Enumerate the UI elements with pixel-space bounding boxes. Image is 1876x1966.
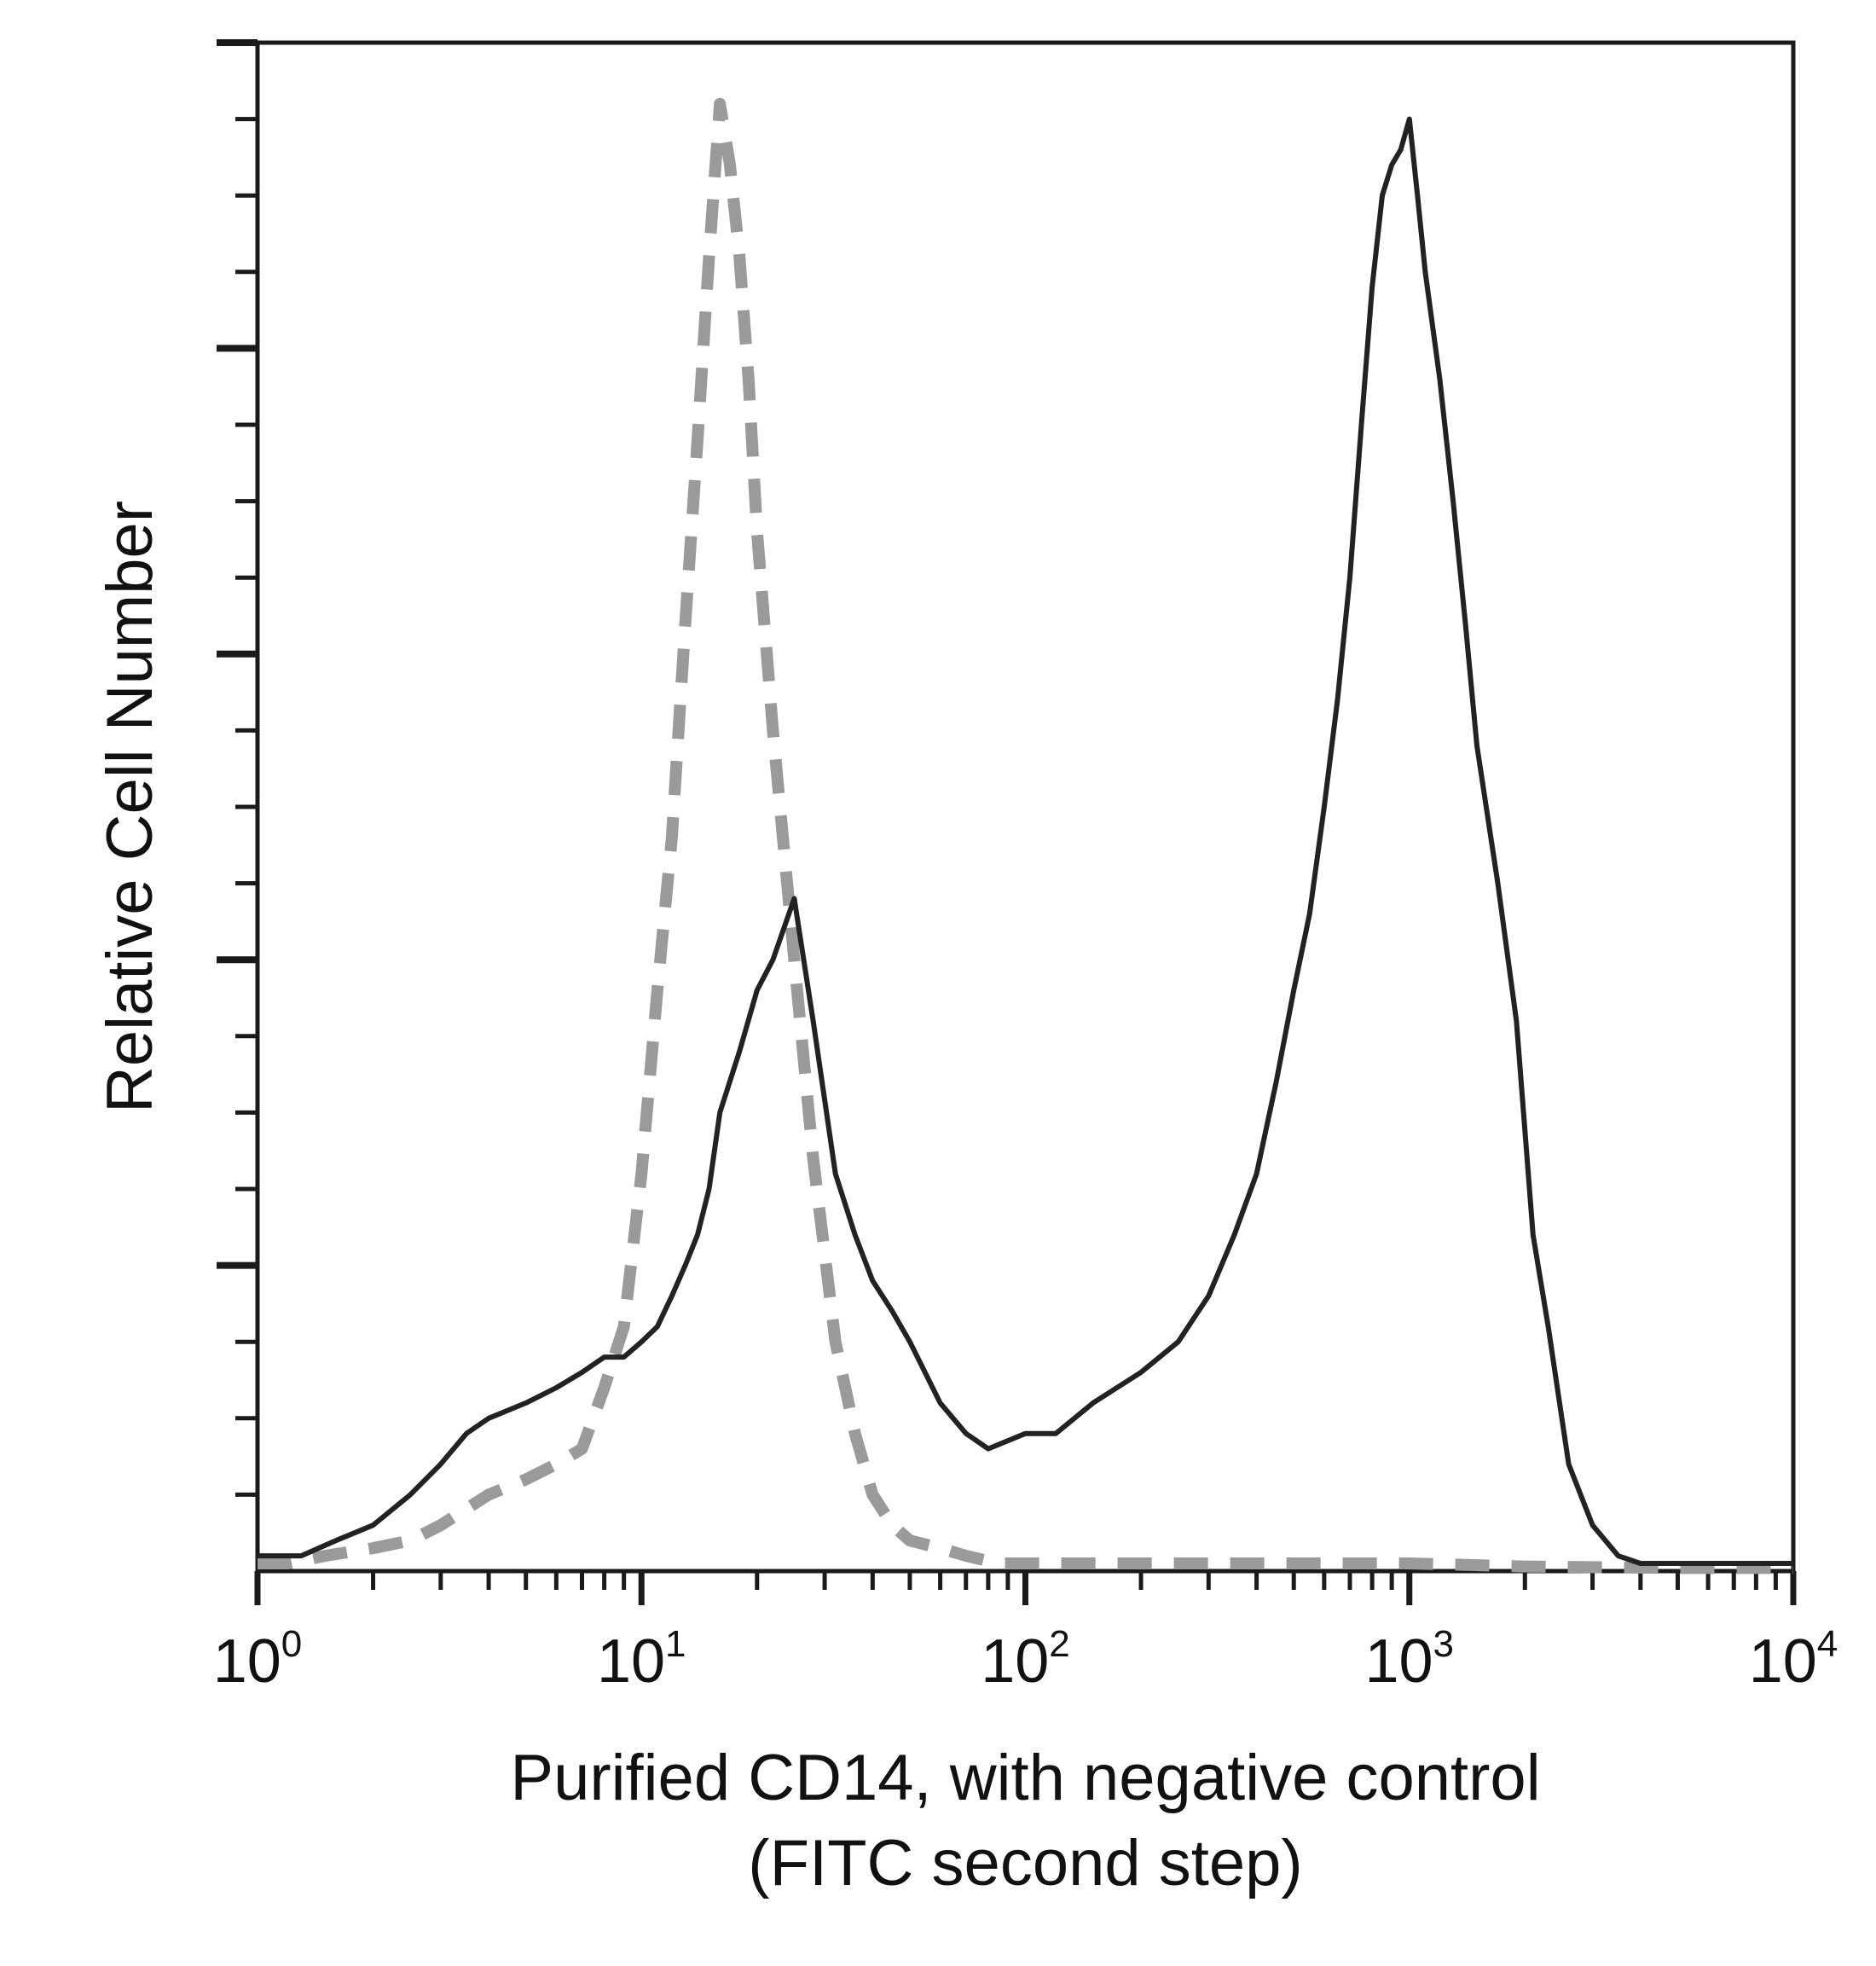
series-layer <box>258 97 1793 1575</box>
x-tick-label: 101 <box>597 1623 686 1696</box>
labels: Relative Cell Number Purified CD14, with… <box>94 501 1541 1899</box>
x-tick-label: 102 <box>981 1623 1070 1696</box>
x-axis-title-line-1: Purified CD14, with negative control <box>510 1742 1540 1814</box>
y-axis-title: Relative Cell Number <box>94 501 166 1113</box>
negative-control-curve <box>258 97 1793 1575</box>
cd14-curve <box>258 116 1793 1566</box>
x-tick-label: 103 <box>1364 1623 1454 1696</box>
x-axis-title-line-2: (FITC second step) <box>748 1827 1302 1899</box>
axes: 100 101 102 103 104 <box>213 39 1838 1696</box>
plot-frame <box>255 40 1796 1574</box>
x-tick-label: 104 <box>1749 1623 1838 1696</box>
x-tick-label: 100 <box>213 1623 303 1696</box>
